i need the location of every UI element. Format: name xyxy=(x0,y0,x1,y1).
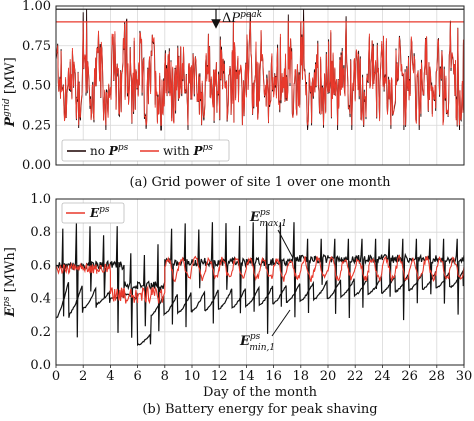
legend-label-with-pps: with Pps xyxy=(163,143,213,158)
delta-peak-annotation: ΔPpeak xyxy=(222,10,262,26)
annotation-emin: Eps min,1 xyxy=(239,332,275,353)
x-tick-label: 8 xyxy=(161,369,169,384)
series-group-top xyxy=(56,8,464,131)
y-tick-labels-bottom: 0.0 0.2 0.4 0.6 0.8 1.0 xyxy=(30,192,51,373)
y-axis-label-top: Pgrid [MW] xyxy=(2,57,18,127)
x-tick-label: 18 xyxy=(293,369,310,384)
caption-bottom: (b) Battery energy for peak shaving xyxy=(142,402,377,417)
x-tick-label: 26 xyxy=(401,369,418,384)
series-line-emax xyxy=(56,222,464,338)
plot-frame-bottom xyxy=(55,198,465,366)
x-tick-label: 30 xyxy=(456,369,473,384)
y-axis-label-bottom: Eps [MWh] xyxy=(2,247,18,318)
x-tick-label: 0 xyxy=(52,369,60,384)
x-tick-label: 24 xyxy=(374,369,391,384)
x-tick-label: 22 xyxy=(347,369,364,384)
y-tick-labels-top: 0.00 0.25 0.50 0.75 1.00 xyxy=(22,0,51,173)
y-tick-label: 0.25 xyxy=(22,118,51,133)
x-tick-label: 12 xyxy=(211,369,228,384)
legend-box-bottom xyxy=(61,202,125,224)
x-tick-label: 16 xyxy=(265,369,282,384)
x-axis-label-bottom: Day of the month xyxy=(203,385,318,400)
y-tick-label: 0.4 xyxy=(30,292,51,307)
x-tick-label: 14 xyxy=(238,369,255,384)
annotation-emax: Eps max,1 xyxy=(249,208,287,229)
plot-frame-top xyxy=(55,5,465,166)
annotation-emin-leader xyxy=(271,309,291,337)
y-tick-label: 1.0 xyxy=(30,192,51,207)
battery-energy-panel: 0.00.20.40.60.81.0 0 2 4 6 8 10 12 14 16 18 20 22 24… xyxy=(2,192,472,417)
series-line-eps xyxy=(56,254,464,305)
legend-label-eps: Eps xyxy=(89,205,110,220)
y-tick-label: 0.2 xyxy=(30,325,51,340)
annotation-emax-leader xyxy=(277,229,294,259)
x-tick-label: 4 xyxy=(106,369,114,384)
x-tick-label: 2 xyxy=(79,369,87,384)
x-tick-label: 20 xyxy=(320,369,337,384)
y-tick-label: 0.6 xyxy=(30,258,51,273)
legend-top: no Pps with Pps xyxy=(61,139,230,162)
y-tick-label: 1.00 xyxy=(22,0,51,14)
x-tick-labels-bottom: 0 2 4 6 8 10 12 14 16 18 20 22 24 26 28 30 xyxy=(52,369,472,384)
x-tick-label: 28 xyxy=(429,369,446,384)
y-tick-label: 0.8 xyxy=(30,225,51,240)
grid-power-panel: 0.00 0.25 0.50 0.75 1.00 Pgrid [MW] ΔPpeak n… xyxy=(2,0,465,190)
legend-bottom: Eps xyxy=(61,202,125,224)
series-group-bottom xyxy=(56,222,464,347)
x-tick-label: 10 xyxy=(184,369,201,384)
series-line-with-pps xyxy=(56,21,464,126)
y-tick-label: 0.00 xyxy=(22,158,51,173)
x-tick-label: 6 xyxy=(133,369,141,384)
y-tick-label: 0.50 xyxy=(22,79,51,94)
y-tick-label: 0.75 xyxy=(22,39,51,54)
y-tick-label: 0.0 xyxy=(30,358,51,373)
caption-top: (a) Grid power of site 1 over one month xyxy=(130,175,392,190)
